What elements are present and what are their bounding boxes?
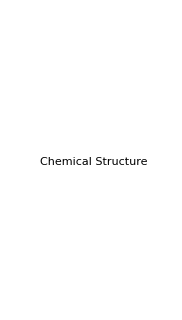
Text: Chemical Structure: Chemical Structure — [39, 156, 147, 167]
